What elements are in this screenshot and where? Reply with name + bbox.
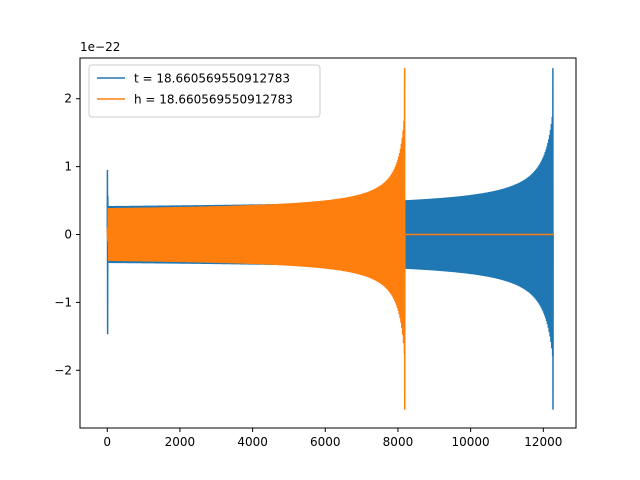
- x-tick-label: 12000: [524, 435, 562, 449]
- axes-frame: [79, 57, 577, 429]
- y-axis: −2 −1 0 1 2: [54, 92, 80, 377]
- series-line-1: [106, 68, 554, 410]
- y-scale-label: 1e−22: [80, 40, 120, 54]
- x-tick-label: 4000: [237, 435, 268, 449]
- y-tick-label: 1: [64, 160, 72, 174]
- legend-box: [88, 64, 321, 118]
- x-tick-label: 10000: [452, 435, 490, 449]
- y-tick-label: −1: [54, 295, 72, 309]
- series-layer: [106, 68, 554, 410]
- y-tick-label: −2: [54, 363, 72, 377]
- x-tick-label: 2000: [165, 435, 196, 449]
- legend-label-1: h = 18.660569550912783: [134, 93, 293, 107]
- legend-label-0: t = 18.660569550912783: [134, 72, 290, 86]
- y-tick-label: 0: [64, 228, 72, 242]
- x-tick-label: 6000: [310, 435, 341, 449]
- x-axis: 0 2000 4000 6000 8000 10000 12000: [103, 428, 562, 449]
- x-tick-label: 8000: [383, 435, 414, 449]
- y-tick-label: 2: [64, 92, 72, 106]
- x-tick-label: 0: [103, 435, 111, 449]
- legend: t = 18.660569550912783 h = 18.66056955091…: [88, 64, 321, 118]
